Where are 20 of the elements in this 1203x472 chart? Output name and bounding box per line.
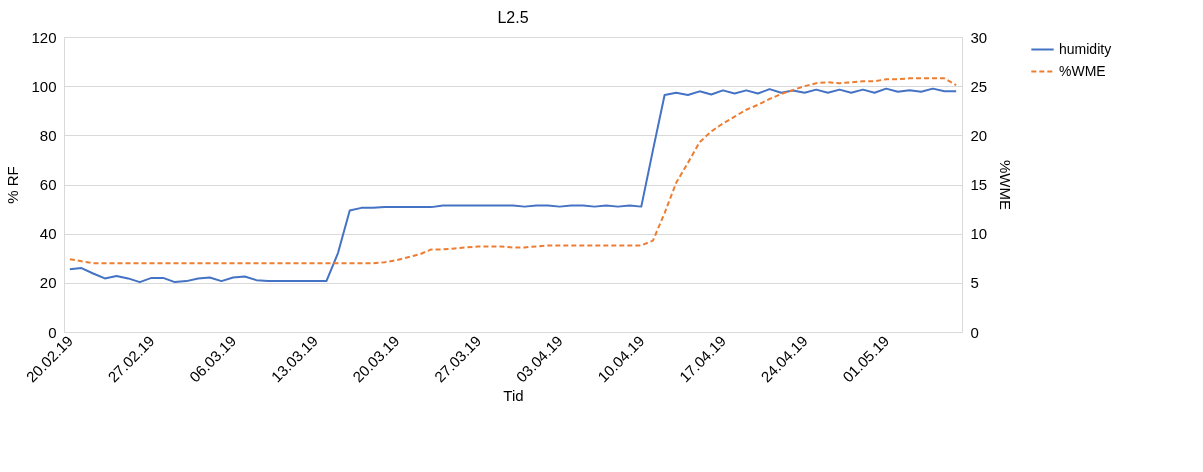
chart-title: L2.5 [497, 9, 529, 26]
y-tick-label: 40 [39, 225, 57, 243]
x-axis-title: Tid [503, 387, 524, 405]
y2-tick-label: 0 [970, 323, 979, 341]
y-tick-label: 120 [31, 28, 57, 46]
y-axis-title: % RF [4, 166, 22, 204]
y2-tick-label: 20 [970, 126, 988, 144]
y-tick-label: 20 [39, 274, 57, 292]
y2-tick-label: 30 [970, 28, 988, 46]
y2-axis-title: %WME [997, 160, 1015, 210]
y-tick-label: 100 [31, 77, 57, 95]
y-tick-label: 60 [39, 176, 57, 193]
y2-tick-label: 15 [970, 176, 988, 193]
y-tick-label: 0 [48, 323, 57, 341]
legend-label: humidity [1059, 40, 1112, 57]
y2-tick-label: 5 [970, 274, 979, 292]
legend-label: %WME [1059, 62, 1106, 79]
y-tick-label: 80 [39, 126, 57, 144]
y2-tick-label: 25 [970, 77, 988, 95]
y2-tick-label: 10 [970, 225, 988, 243]
